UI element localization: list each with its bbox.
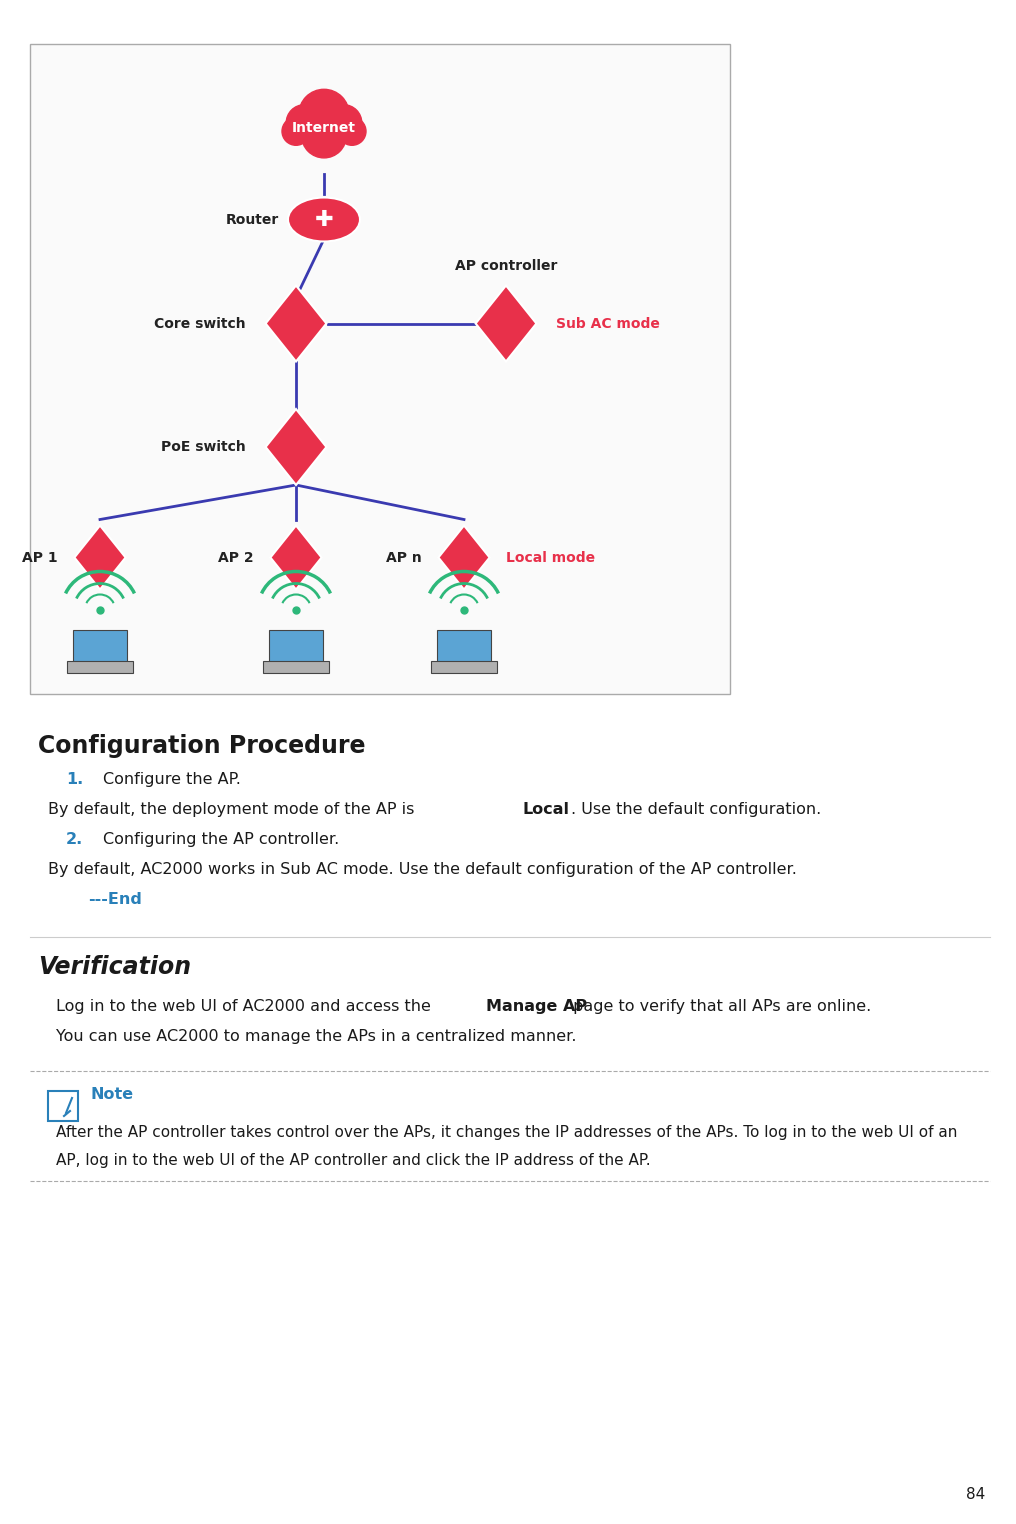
Text: ✚: ✚ [315, 209, 333, 230]
Ellipse shape [288, 198, 360, 241]
Text: Internet: Internet [292, 122, 356, 136]
Text: Sub AC mode: Sub AC mode [556, 317, 659, 331]
Polygon shape [74, 526, 126, 590]
Text: Configuration Procedure: Configuration Procedure [38, 735, 366, 757]
Text: Local mode: Local mode [506, 550, 595, 564]
Text: Configure the AP.: Configure the AP. [103, 773, 241, 786]
Circle shape [299, 90, 350, 140]
FancyBboxPatch shape [263, 661, 329, 674]
FancyBboxPatch shape [437, 629, 491, 666]
Text: By default, AC2000 works in Sub AC mode. Use the default configuration of the AP: By default, AC2000 works in Sub AC mode.… [48, 863, 797, 876]
Text: AP 1: AP 1 [22, 550, 58, 564]
Text: AP 2: AP 2 [218, 550, 254, 564]
FancyBboxPatch shape [269, 629, 323, 666]
FancyBboxPatch shape [73, 629, 127, 666]
Text: Log in to the web UI of AC2000 and access the: Log in to the web UI of AC2000 and acces… [56, 1000, 436, 1013]
Text: Router: Router [226, 212, 279, 227]
Text: Note: Note [90, 1087, 133, 1102]
Text: AP controller: AP controller [455, 259, 557, 273]
Text: . Use the default configuration.: . Use the default configuration. [571, 802, 821, 817]
FancyBboxPatch shape [431, 661, 497, 674]
Text: Verification: Verification [38, 956, 191, 978]
Text: 1.: 1. [66, 773, 83, 786]
Circle shape [302, 113, 346, 158]
Text: 84: 84 [966, 1487, 985, 1503]
Circle shape [287, 105, 323, 142]
FancyBboxPatch shape [30, 44, 731, 693]
Polygon shape [265, 408, 326, 485]
Text: You can use AC2000 to manage the APs in a centralized manner.: You can use AC2000 to manage the APs in … [56, 1029, 576, 1044]
Circle shape [338, 117, 366, 145]
Text: Configuring the AP controller.: Configuring the AP controller. [103, 832, 339, 847]
FancyBboxPatch shape [67, 661, 133, 674]
Text: page to verify that all APs are online.: page to verify that all APs are online. [568, 1000, 872, 1013]
Text: By default, the deployment mode of the AP is: By default, the deployment mode of the A… [48, 802, 420, 817]
Polygon shape [475, 285, 536, 361]
Text: Manage AP: Manage AP [486, 1000, 587, 1013]
Text: PoE switch: PoE switch [162, 440, 246, 454]
Text: 2.: 2. [66, 832, 83, 847]
Polygon shape [270, 526, 322, 590]
Text: AP, log in to the web UI of the AP controller and click the IP address of the AP: AP, log in to the web UI of the AP contr… [56, 1154, 650, 1167]
Text: After the AP controller takes control over the APs, it changes the IP addresses : After the AP controller takes control ov… [56, 1125, 957, 1140]
Polygon shape [438, 526, 490, 590]
Circle shape [325, 105, 362, 142]
Text: Local: Local [523, 802, 570, 817]
Circle shape [282, 117, 310, 145]
Text: ---End: ---End [88, 892, 142, 907]
Polygon shape [265, 285, 326, 361]
Text: Core switch: Core switch [154, 317, 246, 331]
Text: AP n: AP n [386, 550, 422, 564]
